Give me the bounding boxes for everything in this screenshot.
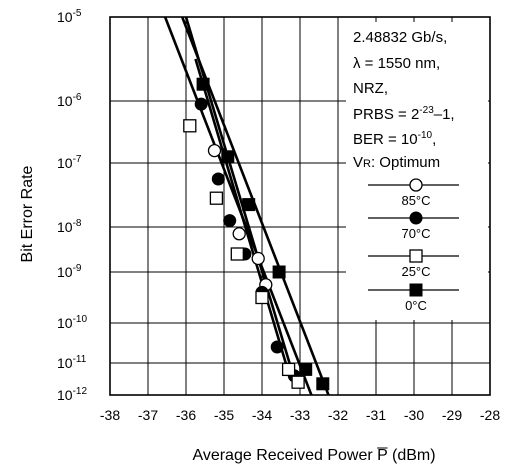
legend-marker [409, 178, 423, 192]
data-point [251, 251, 265, 266]
data-point [183, 119, 197, 133]
x-tick-label: -38 [100, 407, 120, 423]
data-point [194, 97, 208, 111]
legend-label: 25°C [401, 264, 430, 279]
plot-frame [109, 16, 491, 396]
x-tick-label: -31 [366, 407, 386, 423]
legend-marker [409, 249, 423, 263]
data-points [183, 77, 330, 391]
data-point [211, 172, 225, 186]
data-point [196, 77, 210, 91]
data-point [221, 150, 235, 164]
annotation-format: NRZ, [353, 80, 388, 97]
legend: 85°C 70°C 25°C 0°C [368, 178, 459, 313]
y-tick-label: 10-5 [57, 8, 82, 25]
x-tick-label: -29 [442, 407, 462, 423]
x-tick-label: -35 [214, 407, 234, 423]
annotation-prbs: PRBS = 2-23–1, [353, 105, 455, 123]
fit-line [180, 16, 330, 396]
data-point [223, 214, 237, 228]
legend-label: 0°C [405, 298, 427, 313]
annotation: 2.48832 Gb/s, λ = 1550 nm, NRZ, PRBS = 2… [353, 29, 455, 171]
data-point [207, 143, 222, 158]
x-tick-label: -33 [290, 407, 310, 423]
data-point [209, 191, 224, 205]
x-axis-label: Average Received Power P (dBm) [192, 447, 435, 464]
annotation-wavelength: λ = 1550 nm, [353, 55, 440, 72]
data-point [291, 375, 305, 389]
x-tick-label: -30 [404, 407, 424, 423]
y-tick-label: 10-7 [57, 154, 82, 171]
legend-label: 70°C [401, 226, 430, 241]
y-tick-label: 10-9 [57, 263, 82, 280]
x-tick-label: -34 [252, 407, 272, 423]
x-tick-label: -36 [176, 407, 196, 423]
y-tick-label: 10-8 [57, 218, 82, 235]
annotation-rate: 2.48832 Gb/s, [353, 29, 447, 46]
data-point [242, 198, 256, 212]
annotation-box [346, 22, 488, 320]
data-point [281, 362, 296, 377]
fit-line [163, 16, 313, 396]
legend-label: 85°C [401, 193, 430, 208]
data-point [255, 290, 269, 305]
axis-ticks: -38 -37 -36 -35 -34 -33 -32 -31 -30 -29 -28 10-5 10-… [57, 8, 500, 423]
data-point [270, 340, 284, 354]
data-point [232, 227, 246, 241]
y-tick-label: 10-12 [57, 386, 87, 403]
annotation-ber: BER = 10-10, [353, 130, 436, 148]
x-tick-label: -28 [480, 407, 500, 423]
y-tick-label: 10-11 [57, 354, 87, 371]
x-tick-label: -37 [138, 407, 158, 423]
data-point [272, 265, 286, 279]
data-point [316, 377, 330, 391]
annotation-vr: VR: Optimum [353, 154, 440, 171]
x-tick-label: -32 [328, 407, 348, 423]
y-tick-label: 10-6 [57, 92, 82, 109]
data-point [230, 247, 244, 261]
legend-marker [409, 211, 423, 225]
data-point [299, 362, 313, 376]
y-tick-label: 10-10 [57, 314, 87, 331]
legend-marker [409, 283, 423, 297]
y-axis-label: Bit Error Rate [19, 165, 36, 262]
